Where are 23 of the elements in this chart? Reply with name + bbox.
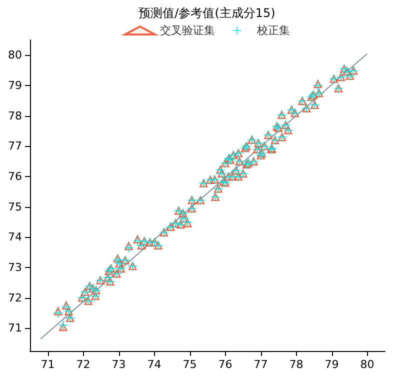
y-tick-label: 79 — [8, 79, 22, 92]
x-tick-label: 73 — [112, 358, 126, 371]
x-tick-label: 71 — [40, 358, 55, 371]
legend-label: 交叉验证集 — [160, 24, 215, 37]
legend-label: 校正集 — [256, 24, 290, 37]
y-tick-label: 75 — [8, 200, 22, 214]
y-tick-label: 71 — [8, 322, 22, 335]
y-tick-label: 76 — [8, 170, 22, 184]
y-tick-label: 80 — [8, 48, 22, 62]
x-tick-label: 77 — [254, 358, 268, 371]
y-tick-label: 73 — [8, 261, 22, 274]
y-tick-label: 72 — [8, 291, 22, 304]
x-tick-label: 72 — [76, 358, 90, 371]
y-tick-label: 77 — [8, 140, 22, 153]
chart-title: 预测值/参考值(主成分15) — [138, 6, 276, 20]
x-tick-label: 76 — [218, 358, 232, 371]
y-tick-label: 74 — [8, 230, 22, 244]
x-tick-label: 79 — [324, 358, 339, 371]
y-tick-label: 78 — [8, 109, 22, 122]
x-tick-label: 75 — [182, 358, 197, 371]
x-tick-label: 74 — [147, 358, 162, 371]
x-tick-label: 80 — [360, 358, 374, 371]
x-tick-label: 78 — [289, 358, 304, 371]
